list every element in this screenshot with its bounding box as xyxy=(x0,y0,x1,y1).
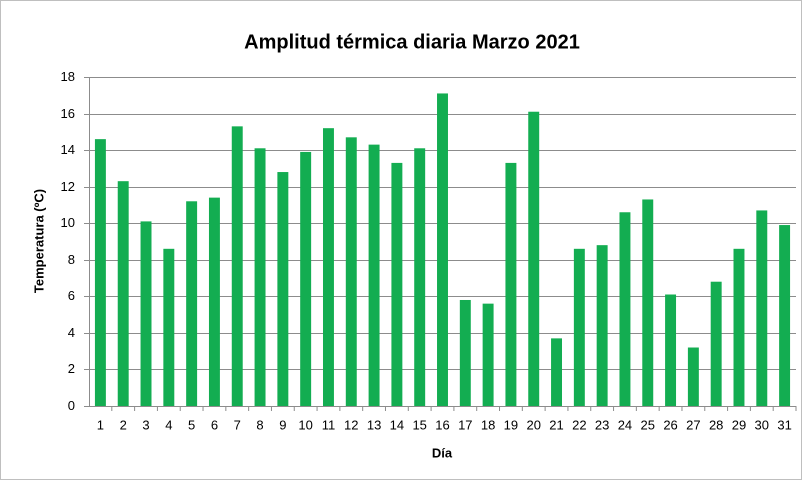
bar xyxy=(117,181,129,406)
bar xyxy=(231,126,243,406)
x-tick-label: 14 xyxy=(390,417,404,432)
bar xyxy=(596,245,608,406)
x-tick-label: 17 xyxy=(458,417,472,432)
x-tick-label: 8 xyxy=(256,417,263,432)
chart-title: Amplitud térmica diaria Marzo 2021 xyxy=(244,31,580,53)
x-tick-label: 10 xyxy=(298,417,312,432)
x-tick-label: 12 xyxy=(344,417,358,432)
y-tick-label: 0 xyxy=(68,398,75,413)
bar xyxy=(619,212,631,406)
bar xyxy=(208,197,220,406)
y-axis-label: Temperatura (ºC) xyxy=(31,189,46,293)
bar xyxy=(345,137,357,407)
bar xyxy=(551,338,563,406)
x-tick-label: 16 xyxy=(435,417,449,432)
bar xyxy=(573,248,585,406)
bar xyxy=(756,210,768,406)
bar xyxy=(665,294,677,406)
y-tick-label: 12 xyxy=(61,179,75,194)
bar xyxy=(163,248,175,406)
x-tick-label: 21 xyxy=(549,417,563,432)
bar xyxy=(186,201,198,406)
x-tick-label: 5 xyxy=(188,417,195,432)
y-tick-label: 2 xyxy=(68,361,75,376)
bar xyxy=(277,172,289,406)
y-tick-label: 16 xyxy=(61,106,75,121)
x-tick-label: 27 xyxy=(686,417,700,432)
bar xyxy=(459,299,471,406)
bar xyxy=(322,128,334,406)
x-tick-label: 18 xyxy=(481,417,495,432)
bar xyxy=(414,148,426,407)
y-tick-label: 8 xyxy=(68,252,75,267)
bar xyxy=(733,248,745,406)
bar xyxy=(482,303,494,406)
x-tick-label: 23 xyxy=(595,417,609,432)
bar xyxy=(368,144,380,406)
x-tick-label: 11 xyxy=(322,417,336,432)
x-tick-label: 7 xyxy=(234,417,241,432)
bar xyxy=(254,148,266,407)
x-tick-label: 13 xyxy=(367,417,381,432)
x-tick-label: 19 xyxy=(504,417,518,432)
x-tick-label: 24 xyxy=(618,417,632,432)
x-tick-label: 1 xyxy=(97,417,104,432)
bar xyxy=(642,199,654,406)
x-axis-label: Día xyxy=(432,445,453,460)
bar xyxy=(710,281,722,406)
x-tick-label: 22 xyxy=(572,417,586,432)
x-tick-label: 3 xyxy=(142,417,149,432)
x-tick-label: 4 xyxy=(165,417,172,432)
y-tick-label: 4 xyxy=(68,325,75,340)
x-tick-label: 15 xyxy=(412,417,426,432)
x-tick-label: 9 xyxy=(279,417,286,432)
x-tick-label: 28 xyxy=(709,417,723,432)
x-tick-label: 26 xyxy=(663,417,677,432)
x-tick-label: 20 xyxy=(526,417,540,432)
bar xyxy=(779,225,791,406)
x-tick-label: 25 xyxy=(641,417,655,432)
x-tick-label: 30 xyxy=(755,417,769,432)
x-tick-label: 29 xyxy=(732,417,746,432)
y-tick-label: 18 xyxy=(61,69,75,84)
bar xyxy=(140,221,152,406)
bar xyxy=(528,111,540,406)
y-tick-label: 14 xyxy=(61,142,75,157)
bar xyxy=(437,93,448,406)
bar xyxy=(391,162,403,406)
x-tick-label: 2 xyxy=(120,417,127,432)
y-tick-label: 10 xyxy=(61,215,75,230)
x-tick-label: 31 xyxy=(777,417,791,432)
bar xyxy=(94,139,106,406)
bar xyxy=(300,151,312,406)
x-tick-label: 6 xyxy=(211,417,218,432)
bar xyxy=(505,162,517,406)
y-tick-label: 6 xyxy=(68,288,75,303)
bar xyxy=(687,347,699,406)
